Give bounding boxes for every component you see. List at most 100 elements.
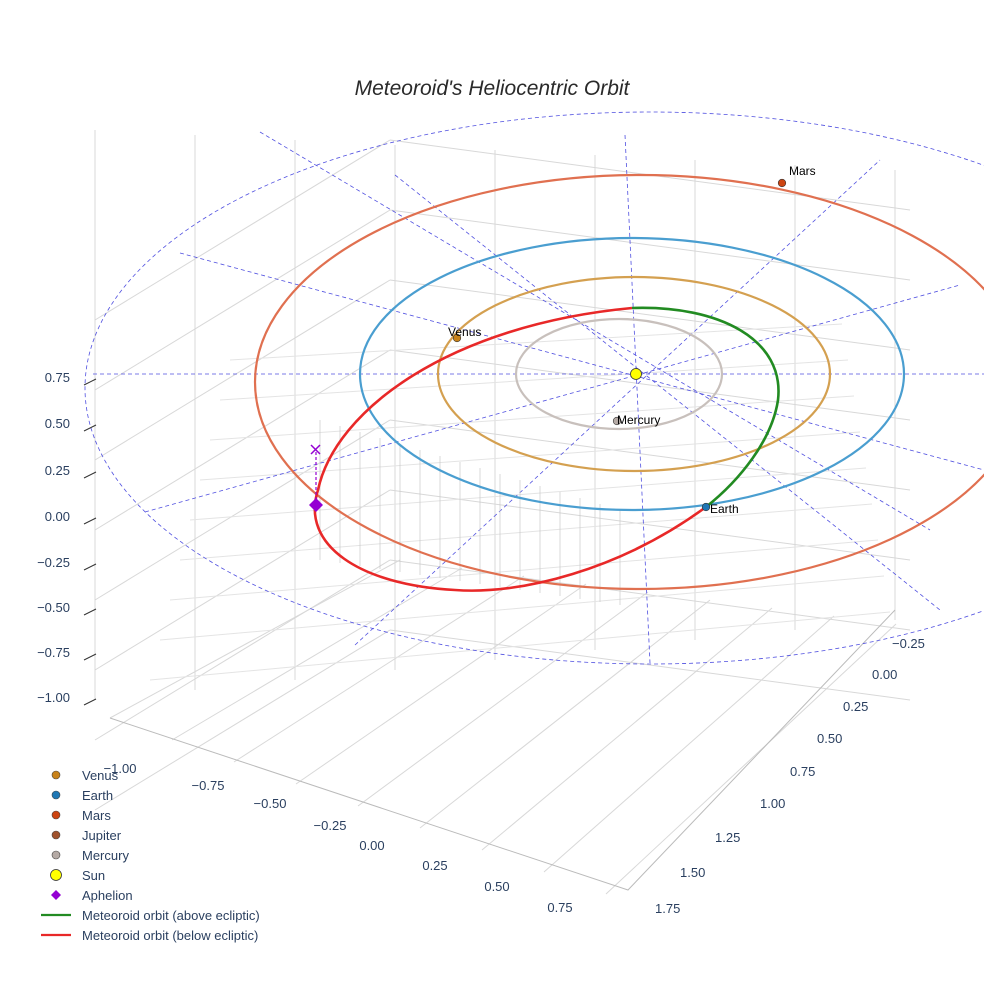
grid-line	[233, 575, 525, 763]
grid-line	[179, 503, 873, 561]
ecliptic-reference-grid	[84, 111, 984, 665]
legend-item-aphelion[interactable]: Aphelion	[51, 888, 133, 903]
reference-radial-line	[259, 131, 931, 531]
y-tick-label: 0.75	[790, 764, 815, 779]
orbit-earth	[358, 236, 906, 512]
legend-label: Jupiter	[82, 828, 122, 843]
grid-line	[389, 419, 911, 491]
legend-label: Aphelion	[82, 888, 133, 903]
y-tick-label: 1.50	[680, 865, 705, 880]
grid-line	[94, 139, 391, 321]
legend-item-meteoroid-orbit-below-ecliptic-[interactable]: Meteoroid orbit (below ecliptic)	[41, 928, 258, 943]
x-tick-label: −0.75	[192, 778, 225, 793]
reference-radial-line	[179, 252, 984, 471]
legend-item-venus[interactable]: Venus	[51, 768, 119, 783]
legend-marker-icon	[51, 790, 61, 800]
y-tick-label: 0.50	[817, 731, 842, 746]
orbit-mercury	[514, 317, 724, 431]
z-tick	[83, 653, 97, 661]
z-tick-label: −1.00	[37, 690, 70, 705]
grid-line	[295, 583, 587, 785]
y-tick-label: 0.00	[872, 667, 897, 682]
z-tick	[83, 378, 97, 386]
y-tick-label: −0.25	[892, 636, 925, 651]
legend-marker-icon	[51, 850, 61, 860]
reference-circle	[84, 111, 984, 665]
reference-radial-line	[394, 174, 941, 611]
grid-line	[481, 607, 773, 851]
legend-label: Earth	[82, 788, 113, 803]
legend-item-mercury[interactable]: Mercury	[51, 848, 129, 863]
axis-line	[109, 609, 896, 891]
x-tick-label: 0.00	[359, 838, 384, 853]
legend-item-jupiter[interactable]: Jupiter	[51, 828, 122, 843]
grid-line	[109, 559, 401, 719]
grid-line	[419, 599, 711, 829]
legend-item-mars[interactable]: Mars	[51, 808, 111, 823]
grid-line	[171, 567, 463, 741]
legend-item-earth[interactable]: Earth	[51, 788, 113, 803]
tick-labels: 0.75 0.50 0.25 0.00 −0.25 −0.50 −0.75 −1.00 −1.0…	[37, 370, 925, 916]
legend-marker-icon	[51, 830, 61, 840]
y-tick-label: 0.25	[843, 699, 868, 714]
z-tick	[83, 608, 97, 616]
z-tick-label: −0.50	[37, 600, 70, 615]
earth-marker	[701, 502, 711, 512]
z-tick	[83, 424, 97, 432]
legend-item-meteoroid-orbit-above-ecliptic-[interactable]: Meteoroid orbit (above ecliptic)	[41, 908, 260, 923]
reference-radial-line	[144, 284, 961, 513]
z-tick-label: 0.00	[45, 509, 70, 524]
aphelion-marker	[309, 498, 323, 512]
legend-label: Meteoroid orbit (above ecliptic)	[82, 908, 260, 923]
z-tick	[83, 563, 97, 571]
x-tick-label: −0.50	[254, 796, 287, 811]
z-tick-label: 0.25	[45, 463, 70, 478]
mars-label: Mars	[789, 164, 816, 178]
legend-label: Meteoroid orbit (below ecliptic)	[82, 928, 258, 943]
legend-marker-icon	[51, 810, 61, 820]
legend-item-sun[interactable]: Sun	[50, 868, 106, 883]
grid-line	[94, 209, 391, 391]
y-tick-label: 1.00	[760, 796, 785, 811]
mars-marker	[777, 178, 787, 188]
grid	[94, 130, 911, 895]
x-tick-label: 0.75	[547, 900, 572, 915]
z-tick-label: −0.75	[37, 645, 70, 660]
legend-label: Mercury	[82, 848, 129, 863]
grid-line	[389, 489, 911, 561]
x-tick-label: −1.00	[104, 761, 137, 776]
orbit-mars	[254, 173, 984, 591]
grid-line	[169, 539, 879, 601]
grid-line	[94, 279, 391, 461]
grid-line	[159, 575, 885, 641]
grid-line	[189, 467, 867, 521]
x-tick-label: 0.25	[422, 858, 447, 873]
grid-line	[94, 629, 391, 811]
legend-diamond-icon	[51, 890, 61, 900]
z-tick-label: 0.75	[45, 370, 70, 385]
aphelion-projection-marker	[310, 444, 321, 455]
grid-line	[389, 349, 911, 421]
meteoroid-orbit-below	[313, 306, 707, 592]
reference-radial-line	[354, 159, 881, 646]
legend[interactable]: Venus Earth Mars Jupiter Mercury Sun Aphelion M…	[41, 768, 260, 943]
grid-line	[94, 419, 391, 601]
x-tick-label: −0.25	[314, 818, 347, 833]
z-tick	[83, 517, 97, 525]
meteoroid-orbit-above	[631, 306, 780, 509]
grid-line	[543, 615, 835, 873]
earth-label: Earth	[710, 502, 739, 516]
grid-line	[389, 559, 911, 631]
grid-line	[149, 611, 891, 681]
legend-label: Mars	[82, 808, 111, 823]
venus-marker	[452, 333, 462, 343]
orbit-venus	[436, 275, 832, 473]
z-tick-label: −0.25	[37, 555, 70, 570]
grid-line	[357, 591, 649, 807]
z-tick	[83, 471, 97, 479]
legend-label: Sun	[82, 868, 105, 883]
grid-line	[389, 629, 911, 701]
grid-line	[605, 623, 897, 895]
x-tick-label: 0.50	[484, 879, 509, 894]
